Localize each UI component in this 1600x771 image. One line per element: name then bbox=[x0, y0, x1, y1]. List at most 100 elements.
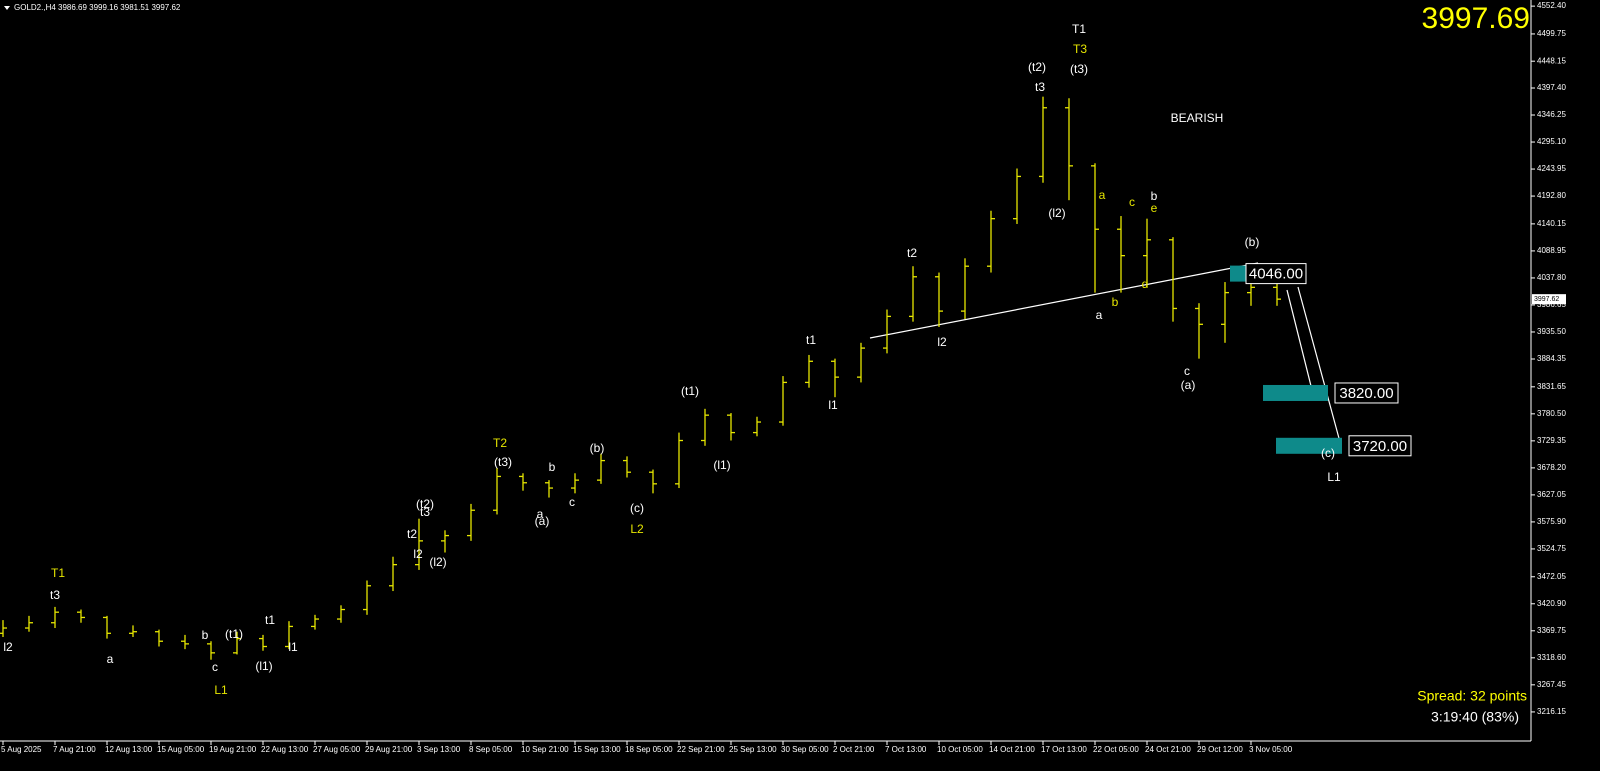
wave-label: T1 bbox=[51, 566, 65, 580]
x-tick-label: 22 Oct 05:00 bbox=[1093, 745, 1139, 754]
wave-label: (b) bbox=[590, 441, 605, 455]
x-tick-label: 15 Sep 13:00 bbox=[573, 745, 621, 754]
x-tick-label: 18 Sep 05:00 bbox=[625, 745, 673, 754]
bid-price: 3997.69 bbox=[1422, 2, 1530, 35]
wave-label: b bbox=[1112, 295, 1119, 309]
wave-label: t3 bbox=[420, 505, 430, 519]
wave-label: (l1) bbox=[255, 659, 272, 673]
y-tick-label: 3986.65 bbox=[1537, 300, 1566, 309]
wave-label: (t3) bbox=[494, 455, 512, 469]
wave-label: l2 bbox=[413, 547, 423, 561]
y-tick-label: 4243.95 bbox=[1537, 164, 1566, 173]
y-tick-label: 3524.75 bbox=[1537, 544, 1566, 553]
wave-label: l2 bbox=[937, 335, 947, 349]
wave-label: (t3) bbox=[1070, 62, 1088, 76]
y-tick-label: 4552.40 bbox=[1537, 1, 1566, 10]
wave-label: a bbox=[107, 652, 114, 666]
x-tick-label: 22 Sep 21:00 bbox=[677, 745, 725, 754]
spread: Spread: 32 points bbox=[1417, 688, 1527, 704]
wave-label: (a) bbox=[535, 514, 550, 528]
y-tick-label: 4088.95 bbox=[1537, 246, 1566, 255]
wave-label: (t2) bbox=[1028, 60, 1046, 74]
wave-label: (b) bbox=[1245, 235, 1260, 249]
wave-label: c bbox=[1129, 195, 1135, 209]
wave-label: (l2) bbox=[1048, 206, 1065, 220]
wave-label: l1 bbox=[828, 398, 838, 412]
wave-label: d bbox=[1142, 277, 1149, 291]
wave-label: (t2) bbox=[416, 497, 434, 511]
projection-line bbox=[1286, 289, 1313, 391]
x-tick-label: 27 Aug 05:00 bbox=[313, 745, 361, 754]
wave-label: (c) bbox=[630, 501, 644, 515]
wave-label: b bbox=[549, 460, 556, 474]
x-tick-label: 3 Nov 05:00 bbox=[1249, 745, 1293, 754]
wave-label: l1 bbox=[288, 640, 298, 654]
price-tag: 3997.62 bbox=[1534, 296, 1559, 303]
wave-label: c bbox=[569, 495, 575, 509]
menu-icon[interactable] bbox=[4, 6, 10, 10]
y-tick-label: 3369.75 bbox=[1537, 626, 1566, 635]
x-tick-label: 7 Aug 21:00 bbox=[53, 745, 96, 754]
wave-label: c bbox=[212, 660, 218, 674]
level-box bbox=[1348, 435, 1412, 457]
x-tick-label: 8 Sep 05:00 bbox=[469, 745, 513, 754]
x-tick-label: 29 Oct 12:00 bbox=[1197, 745, 1243, 754]
wave-label: t3 bbox=[50, 588, 60, 602]
wave-label: b bbox=[1151, 189, 1158, 203]
y-tick-label: 3935.50 bbox=[1537, 327, 1566, 336]
wave-label: t3 bbox=[1035, 80, 1045, 94]
y-tick-label: 3729.35 bbox=[1537, 436, 1566, 445]
wave-label: BEARISH bbox=[1171, 111, 1224, 125]
x-tick-label: 24 Oct 21:00 bbox=[1145, 745, 1191, 754]
y-tick-label: 3780.50 bbox=[1537, 409, 1566, 418]
level-label: 3720.00 bbox=[1353, 438, 1407, 455]
wave-label: a bbox=[537, 507, 544, 521]
y-tick-label: 4037.80 bbox=[1537, 273, 1566, 282]
level-label: 3820.00 bbox=[1339, 385, 1393, 402]
y-tick-label: 4448.15 bbox=[1537, 56, 1566, 65]
y-tick-label: 4192.80 bbox=[1537, 191, 1566, 200]
wave-label: b bbox=[202, 628, 209, 642]
trend-line bbox=[869, 262, 1259, 339]
wave-label: c bbox=[1184, 364, 1190, 378]
x-tick-label: 14 Oct 21:00 bbox=[989, 745, 1035, 754]
level-box bbox=[1334, 382, 1399, 404]
y-tick-label: 4295.10 bbox=[1537, 137, 1566, 146]
y-tick-label: 3472.05 bbox=[1537, 572, 1566, 581]
wave-label: (l1) bbox=[713, 458, 730, 472]
x-tick-label: 17 Oct 13:00 bbox=[1041, 745, 1087, 754]
y-tick-label: 4140.15 bbox=[1537, 219, 1566, 228]
timer: 3:19:40 (83%) bbox=[1431, 709, 1519, 725]
wave-label: l2 bbox=[3, 640, 13, 654]
x-tick-label: 10 Sep 21:00 bbox=[521, 745, 569, 754]
x-tick-label: 7 Oct 13:00 bbox=[885, 745, 927, 754]
target-zone bbox=[1276, 437, 1342, 454]
x-tick-label: 5 Aug 2025 bbox=[1, 745, 42, 754]
x-tick-label: 10 Oct 05:00 bbox=[937, 745, 983, 754]
y-tick-label: 3831.65 bbox=[1537, 382, 1566, 391]
wave-label: L1 bbox=[214, 683, 228, 697]
wave-label: T1 bbox=[1072, 22, 1086, 36]
chart-title: GOLD2.,H4 3986.69 3999.16 3981.51 3997.6… bbox=[14, 3, 181, 12]
wave-label: (c) bbox=[1321, 446, 1335, 460]
wave-label: t1 bbox=[806, 333, 816, 347]
wave-label: a bbox=[1099, 188, 1106, 202]
wave-label: t2 bbox=[407, 527, 417, 541]
x-tick-label: 30 Sep 05:00 bbox=[781, 745, 829, 754]
wave-label: a bbox=[1096, 308, 1103, 322]
y-tick-label: 4397.40 bbox=[1537, 83, 1566, 92]
y-tick-label: 3420.90 bbox=[1537, 599, 1566, 608]
level-label: 4046.00 bbox=[1249, 266, 1303, 283]
x-tick-label: 2 Oct 21:00 bbox=[833, 745, 875, 754]
x-tick-label: 29 Aug 21:00 bbox=[365, 745, 413, 754]
y-tick-label: 3627.05 bbox=[1537, 490, 1566, 499]
y-tick-label: 3884.35 bbox=[1537, 354, 1566, 363]
level-box bbox=[1245, 263, 1307, 285]
wave-label: T3 bbox=[1073, 42, 1087, 56]
wave-label: L1 bbox=[1327, 470, 1341, 484]
wave-label: t1 bbox=[265, 613, 275, 627]
target-zone bbox=[1263, 384, 1328, 401]
y-tick-label: 3318.60 bbox=[1537, 653, 1566, 662]
y-tick-label: 4499.75 bbox=[1537, 29, 1566, 38]
